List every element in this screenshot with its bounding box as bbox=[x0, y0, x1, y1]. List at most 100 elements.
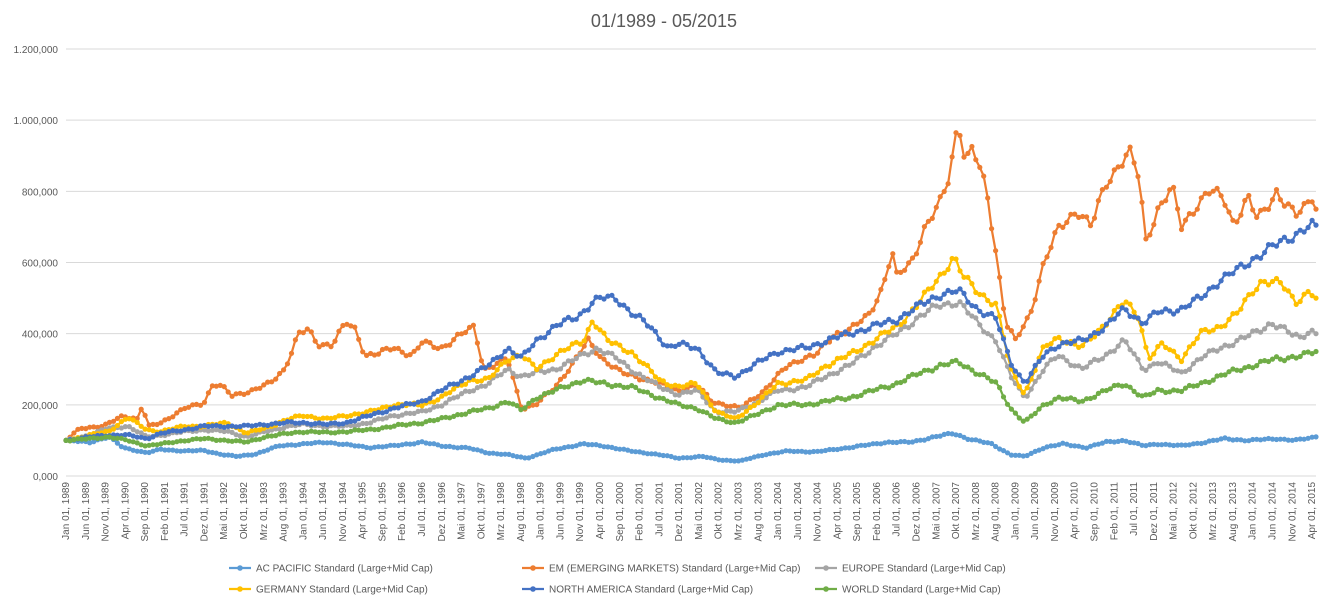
data-point bbox=[1147, 313, 1153, 319]
data-point bbox=[1135, 173, 1141, 180]
data-point bbox=[561, 317, 568, 323]
data-point bbox=[269, 433, 275, 439]
data-point bbox=[989, 302, 995, 308]
legend-item: NORTH AMERICA Standard (Large+Mid Cap) bbox=[522, 585, 753, 596]
data-point bbox=[1214, 348, 1220, 354]
x-tick-label: Feb 01, 1991 bbox=[160, 482, 171, 541]
data-point bbox=[1250, 365, 1256, 371]
data-point bbox=[1119, 437, 1125, 444]
data-point bbox=[1008, 452, 1015, 458]
x-tick-label: Mrz 01, 2013 bbox=[1208, 482, 1219, 541]
data-point bbox=[743, 456, 750, 462]
data-point bbox=[391, 413, 397, 419]
data-point bbox=[981, 173, 987, 179]
data-point bbox=[205, 449, 211, 455]
data-point bbox=[197, 447, 204, 453]
data-point bbox=[1273, 187, 1280, 193]
data-point bbox=[747, 366, 753, 372]
x-tick-label: Sep 01, 2010 bbox=[1089, 482, 1100, 542]
data-point bbox=[1269, 436, 1276, 442]
data-point bbox=[933, 365, 939, 371]
data-point bbox=[474, 385, 480, 391]
data-point bbox=[771, 350, 777, 356]
data-point bbox=[728, 408, 734, 414]
data-point bbox=[969, 313, 975, 319]
data-point bbox=[1202, 326, 1208, 333]
data-point bbox=[1036, 447, 1042, 453]
data-point bbox=[83, 426, 89, 432]
data-point bbox=[735, 414, 742, 420]
data-point bbox=[1155, 310, 1161, 316]
y-tick-label: 200,000 bbox=[22, 401, 59, 412]
data-point bbox=[704, 410, 710, 416]
data-point bbox=[470, 388, 476, 394]
data-point bbox=[811, 448, 817, 455]
legend-label: AC PACIFIC Standard (Large+Mid Cap) bbox=[256, 564, 433, 575]
data-point bbox=[787, 361, 793, 368]
data-point bbox=[1167, 347, 1173, 353]
data-point bbox=[981, 313, 987, 319]
data-point bbox=[759, 357, 765, 363]
data-point bbox=[336, 429, 342, 435]
data-point bbox=[751, 396, 757, 402]
data-point bbox=[494, 451, 500, 457]
data-point bbox=[561, 373, 568, 379]
data-point bbox=[747, 413, 753, 419]
data-point bbox=[676, 401, 682, 407]
data-point bbox=[265, 447, 271, 453]
data-point bbox=[1119, 163, 1125, 169]
data-point bbox=[1095, 330, 1101, 336]
data-point bbox=[1285, 238, 1291, 244]
data-point bbox=[842, 445, 848, 451]
data-point bbox=[249, 437, 255, 443]
data-point bbox=[348, 422, 354, 428]
data-point bbox=[443, 414, 449, 420]
data-point bbox=[1115, 164, 1121, 170]
data-point bbox=[122, 424, 128, 430]
data-point bbox=[1084, 396, 1090, 402]
data-point bbox=[676, 455, 682, 461]
data-point bbox=[822, 397, 829, 404]
data-point bbox=[648, 368, 655, 374]
data-point bbox=[296, 429, 302, 435]
data-point bbox=[1293, 301, 1299, 307]
data-point bbox=[498, 361, 504, 367]
data-point bbox=[589, 342, 595, 348]
data-point bbox=[415, 440, 421, 446]
data-point bbox=[771, 450, 777, 456]
data-point bbox=[1159, 340, 1165, 346]
data-point bbox=[379, 425, 386, 431]
data-point bbox=[1230, 271, 1236, 277]
data-point bbox=[735, 458, 742, 464]
data-point bbox=[506, 358, 512, 364]
data-point bbox=[735, 419, 742, 425]
data-point bbox=[787, 448, 793, 454]
data-point bbox=[858, 442, 864, 448]
data-point bbox=[126, 416, 132, 422]
data-point bbox=[993, 443, 999, 450]
data-point bbox=[364, 444, 370, 451]
data-point bbox=[360, 420, 366, 426]
data-point bbox=[898, 321, 904, 328]
data-point bbox=[308, 428, 314, 434]
data-point bbox=[462, 388, 469, 394]
data-point bbox=[1068, 443, 1074, 449]
data-point bbox=[439, 388, 445, 394]
data-point bbox=[292, 429, 298, 435]
data-point bbox=[1226, 369, 1232, 375]
data-point bbox=[565, 444, 572, 450]
data-point bbox=[712, 400, 718, 406]
data-point bbox=[1186, 442, 1192, 448]
data-point bbox=[257, 421, 263, 427]
data-point bbox=[1269, 278, 1276, 285]
data-point bbox=[277, 421, 283, 427]
data-point bbox=[1000, 354, 1007, 360]
data-point bbox=[138, 434, 144, 440]
data-point bbox=[126, 431, 132, 437]
data-point bbox=[870, 344, 876, 350]
data-point bbox=[71, 437, 77, 443]
data-point bbox=[795, 448, 801, 454]
data-point bbox=[1135, 440, 1141, 447]
data-point bbox=[1040, 446, 1046, 452]
data-point bbox=[629, 448, 635, 454]
